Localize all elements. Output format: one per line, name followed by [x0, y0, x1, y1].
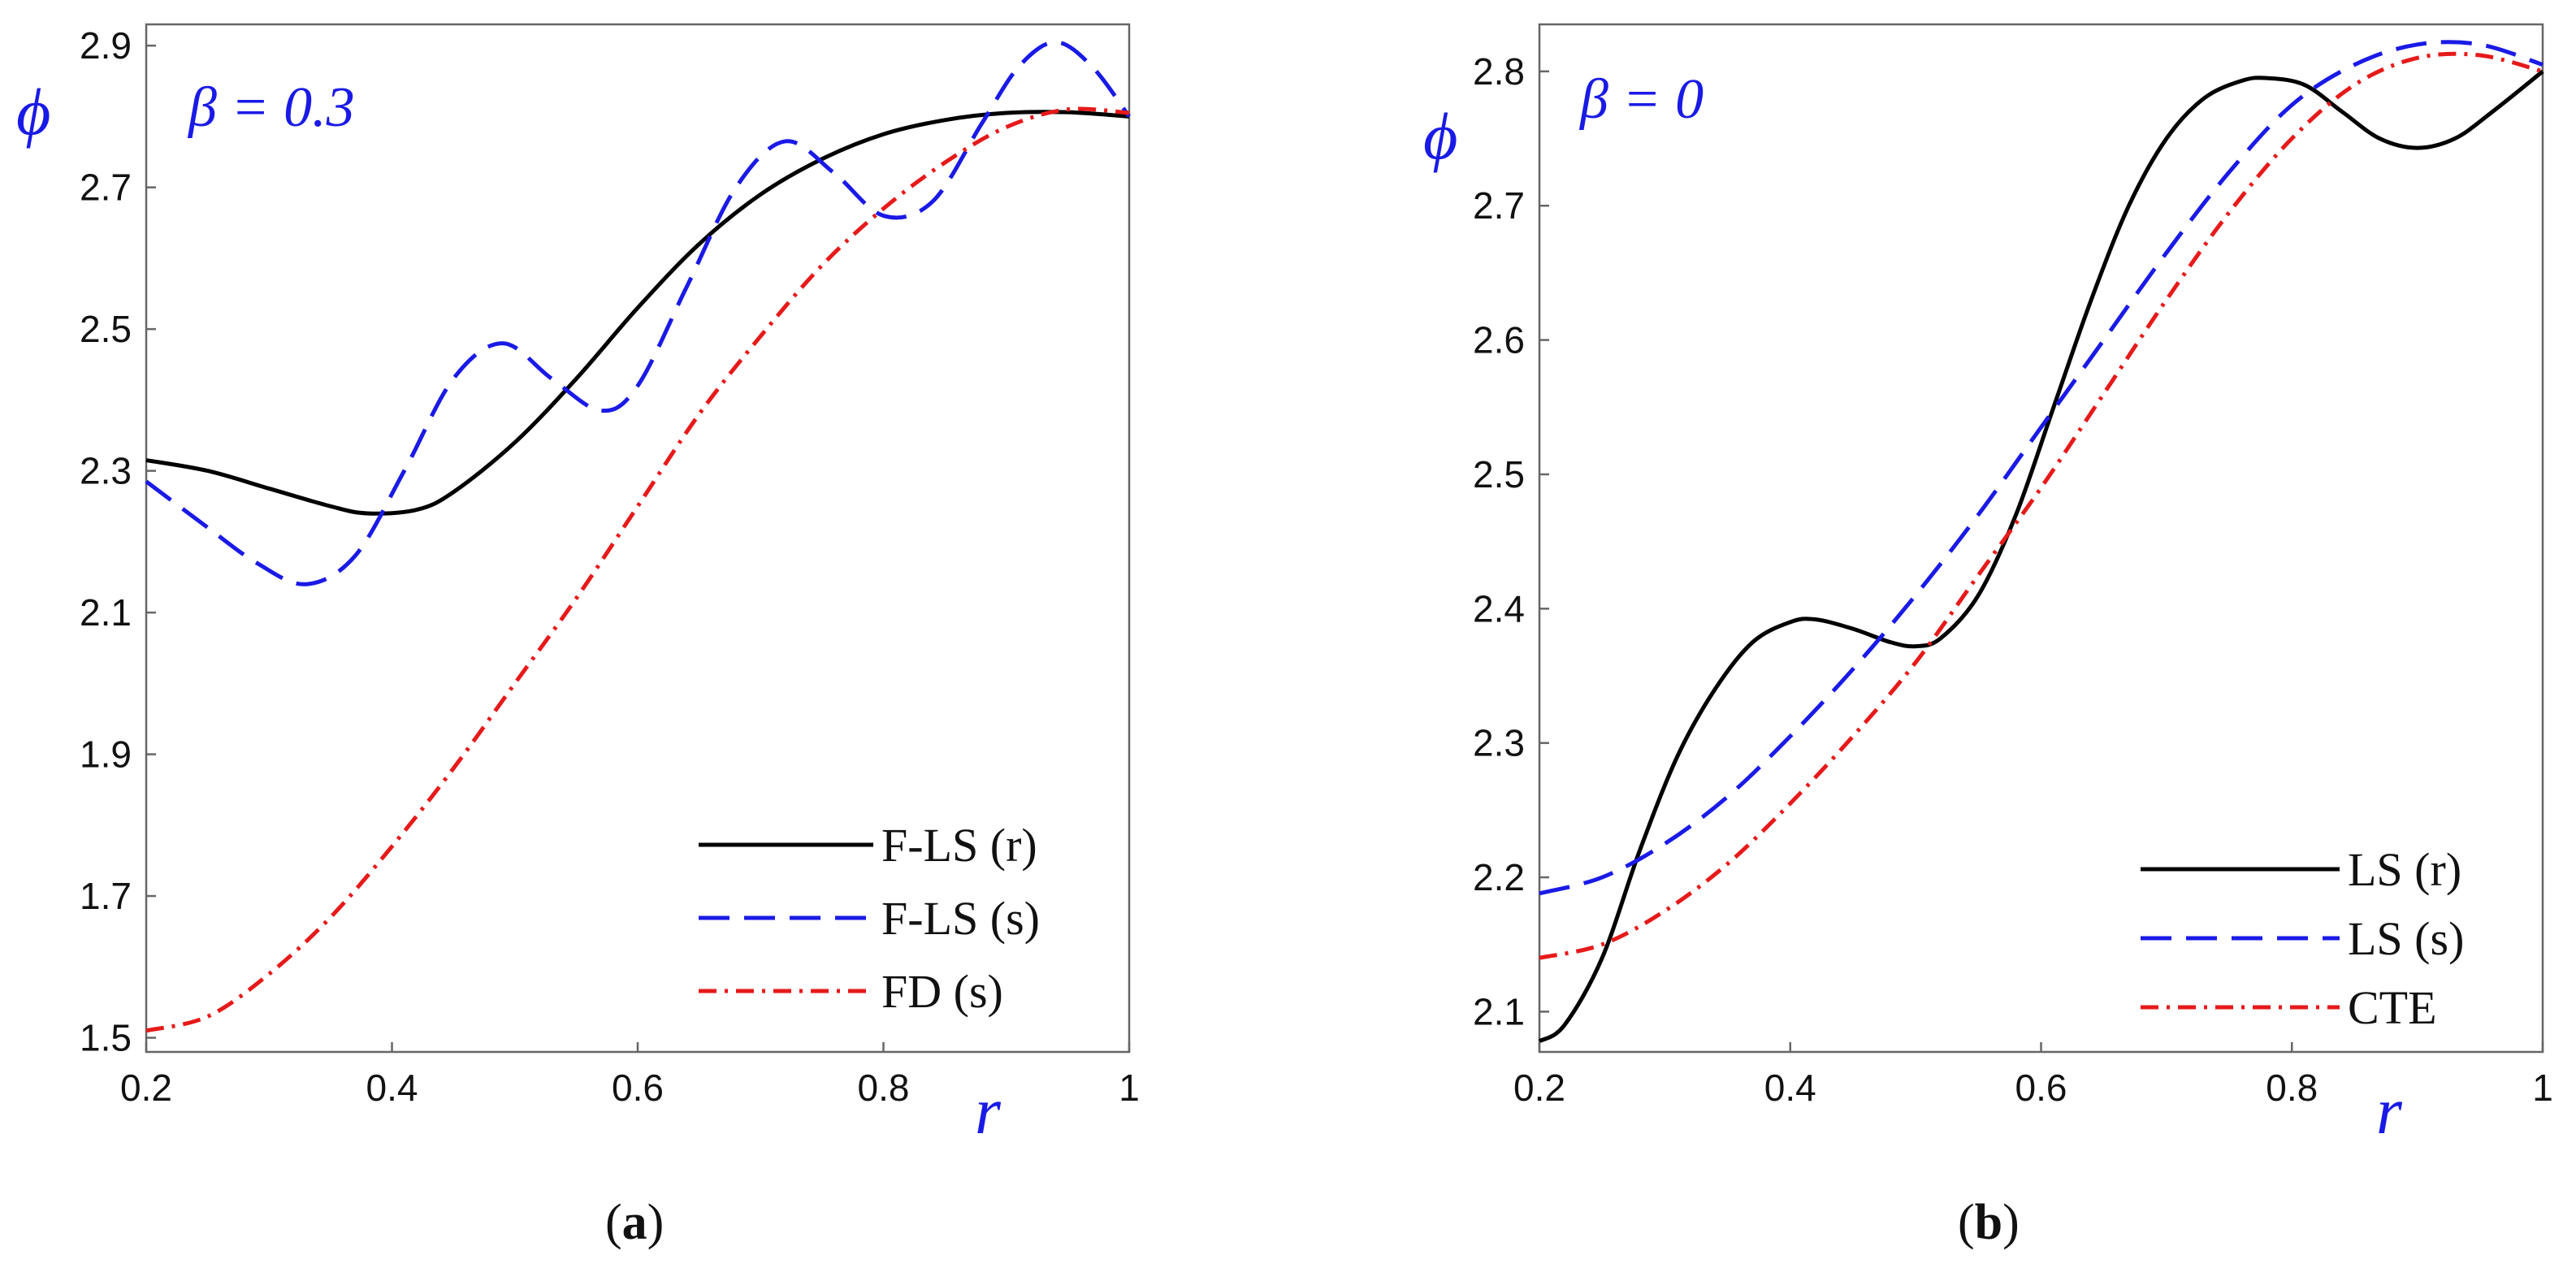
- y-tick-label: 2.8: [1473, 50, 1525, 93]
- x-axis-label-a: r: [975, 1074, 1002, 1148]
- y-axis-label-a: ϕ: [16, 75, 50, 149]
- x-tick-labels-a: 0.2 0.4 0.6 0.8 1: [120, 1042, 1140, 1109]
- legend-label: FD (s): [881, 965, 1003, 1018]
- series-line-f-ls-r: [145, 110, 1130, 516]
- panel-a: 0.2 0.4 0.6 0.8 1 1.5 1.7 1.9 2.1 2.3 2.5 2.7 2.9 ϕ…: [16, 23, 1140, 1250]
- legend-label: F-LS (r): [881, 819, 1037, 872]
- x-tick-label: 0.8: [858, 1067, 910, 1109]
- legend-label: LS (r): [2348, 843, 2461, 896]
- x-tick-labels-b: 0.2 0.4 0.6 0.8 1: [1513, 1042, 2553, 1109]
- y-tick-label: 1.5: [80, 1017, 132, 1059]
- x-axis-label-b: r: [2376, 1074, 2403, 1148]
- y-axis-label-b: ϕ: [1423, 99, 1457, 173]
- y-tick-labels-b: 2.1 2.2 2.3 2.4 2.5 2.6 2.7 2.8: [1473, 50, 1549, 1032]
- legend-b: LS (r) LS (s) CTE: [2141, 843, 2464, 1034]
- legend-label: LS (s): [2348, 912, 2464, 965]
- legend-label: F-LS (s): [881, 892, 1040, 945]
- series-group-a: [145, 40, 1132, 1033]
- y-tick-label: 2.7: [80, 167, 132, 209]
- x-tick-label: 0.2: [120, 1067, 172, 1109]
- series-group-b: [1538, 40, 2544, 1044]
- caption-b: (b): [1958, 1195, 2020, 1250]
- y-tick-labels-a: 1.5 1.7 1.9 2.1 2.3 2.5 2.7 2.9: [80, 24, 156, 1059]
- y-tick-label: 2.9: [80, 24, 132, 67]
- x-tick-label: 0.2: [1513, 1067, 1565, 1109]
- series-line-fd-s: [145, 106, 1130, 1033]
- y-tick-label: 1.7: [80, 875, 132, 917]
- y-tick-label: 2.5: [1473, 453, 1525, 496]
- series-line-ls-r: [1538, 69, 2544, 1044]
- legend-label: CTE: [2348, 981, 2437, 1034]
- plot-frame-b: [1538, 23, 2544, 1054]
- panel-b: 0.2 0.4 0.6 0.8 1 2.1 2.2 2.3 2.4 2.5 2.6 2.7 2.8 ϕ…: [1423, 23, 2553, 1250]
- x-tick-label: 0.8: [2266, 1067, 2318, 1109]
- x-tick-label: 0.6: [612, 1067, 664, 1109]
- y-tick-label: 2.6: [1473, 319, 1525, 361]
- y-tick-label: 2.1: [1473, 990, 1525, 1032]
- y-tick-label: 2.3: [1473, 722, 1525, 764]
- x-tick-label: 1: [2532, 1067, 2553, 1109]
- series-line-f-ls-s: [145, 40, 1132, 586]
- x-tick-label: 0.4: [366, 1067, 418, 1109]
- x-tick-label: 1: [1119, 1067, 1140, 1109]
- series-line-cte: [1539, 51, 2544, 960]
- x-tick-label: 0.6: [2015, 1067, 2067, 1109]
- y-tick-label: 2.7: [1473, 184, 1525, 227]
- y-tick-label: 2.5: [80, 308, 132, 350]
- x-tick-label: 0.4: [1764, 1067, 1816, 1109]
- series-line-ls-s: [1539, 40, 2544, 896]
- caption-a: (a): [605, 1195, 664, 1250]
- y-tick-label: 2.1: [80, 591, 132, 634]
- y-tick-label: 1.9: [80, 734, 132, 776]
- legend-a: F-LS (r) F-LS (s) FD (s): [699, 819, 1040, 1018]
- annotation-b: β = 0: [1578, 68, 1704, 131]
- y-tick-label: 2.2: [1473, 856, 1525, 898]
- y-tick-label: 2.4: [1473, 587, 1525, 630]
- y-tick-label: 2.3: [80, 450, 132, 492]
- annotation-a: β = 0.3: [187, 76, 355, 139]
